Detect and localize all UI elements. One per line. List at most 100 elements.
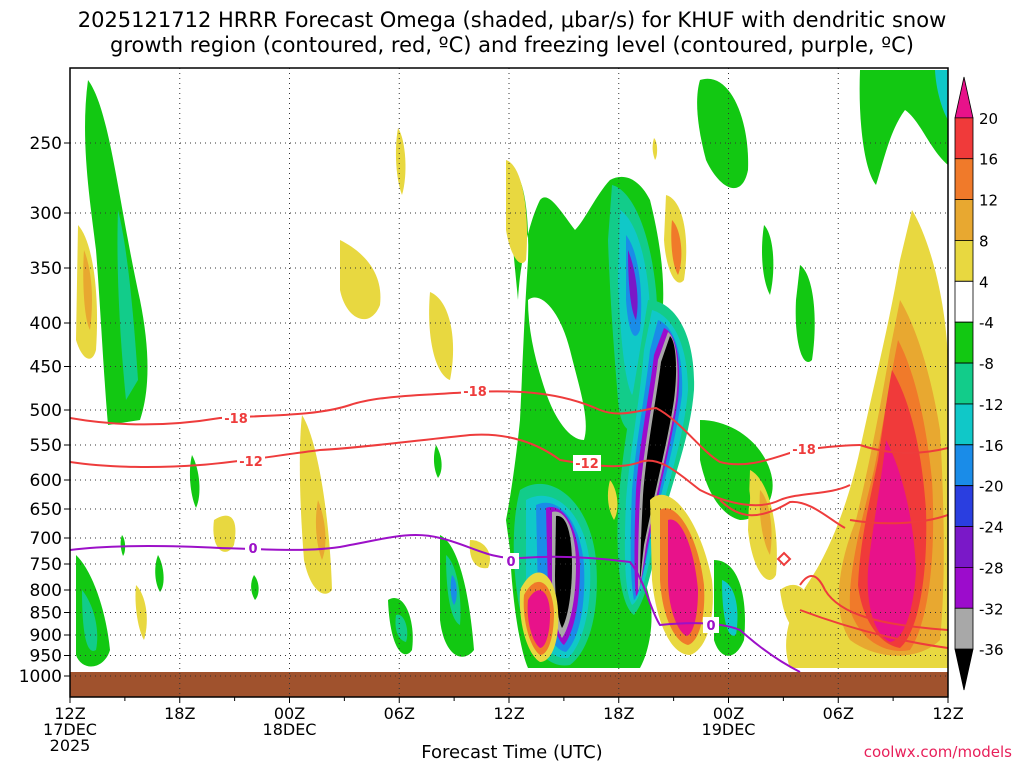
y-tick-label: 950 [30, 647, 62, 667]
omega-region [935, 70, 948, 120]
omega-region [607, 480, 618, 520]
ground-strip [70, 672, 948, 697]
omega-region [528, 297, 586, 440]
x-axis-label: Forecast Time (UTC) [421, 742, 603, 763]
omega-region [795, 265, 815, 362]
omega-region [555, 515, 572, 628]
x-tick-year: 2025 [50, 736, 91, 755]
omega-region [395, 614, 408, 642]
y-tick-label: 400 [30, 314, 62, 334]
omega-region [762, 225, 774, 295]
x-tick-label: 12Z [932, 704, 963, 723]
omega-region [697, 78, 749, 189]
temp-contour-right3 [859, 444, 948, 454]
y-tick-label: 750 [30, 555, 62, 575]
colorbar-label: -16 [979, 437, 1004, 455]
temp-contour-lower [719, 499, 846, 529]
colorbar-swatch [954, 648, 974, 691]
omega-region [315, 500, 326, 560]
colorbar-label: -32 [979, 600, 1004, 618]
x-tick-label: 18Z [603, 704, 634, 723]
omega-region [135, 585, 147, 640]
colorbar: 20 16 12 8 4 -4 -8 -12 -16 -20 -24 -28 -32 -36 [954, 76, 1004, 691]
omega-region [340, 240, 381, 320]
x-tick-date: 17DEC [43, 720, 97, 739]
freezing-label: 0 [248, 542, 257, 557]
omega-region [299, 415, 332, 594]
colorbar-swatch [954, 526, 974, 568]
omega-region [117, 210, 138, 400]
y-tick-label: 800 [30, 581, 62, 601]
temp-contour-minus12 [70, 433, 851, 507]
omega-region [76, 555, 110, 667]
y-tick-label: 1000 [19, 667, 62, 687]
omega-shading [76, 70, 948, 668]
temp-contour-right2 [799, 609, 948, 649]
x-tick-label: 06Z [823, 704, 854, 723]
y-tick-label: 350 [30, 259, 62, 279]
y-tick-label: 250 [30, 134, 62, 154]
colorbar-label: 20 [979, 110, 998, 128]
colorbar-label: -8 [979, 355, 994, 373]
chart-title-line1: 2025121712 HRRR Forecast Omega (shaded, … [77, 8, 947, 32]
y-tick-label: 650 [30, 500, 62, 520]
x-tick-label: 12Z [54, 704, 85, 723]
colorbar-label: -12 [979, 396, 1004, 414]
temp-label: -18 [463, 385, 487, 400]
freezing-label: 0 [506, 555, 515, 570]
y-axis: 2503003504004505005506006507007508008509… [19, 134, 70, 687]
omega-region [671, 220, 682, 275]
x-tick-label: 06Z [384, 704, 415, 723]
temp-label: -18 [224, 412, 248, 427]
colorbar-swatch [954, 76, 974, 119]
x-tick-date: 18DEC [263, 720, 317, 739]
colorbar-swatch [954, 362, 974, 405]
colorbar-label: 12 [979, 192, 998, 210]
colorbar-swatch [954, 240, 974, 282]
omega-region [780, 584, 811, 632]
y-tick-label: 500 [30, 401, 62, 421]
colorbar-swatch [954, 607, 974, 650]
colorbar-label: -36 [979, 641, 1004, 659]
x-tick-label: 18Z [164, 704, 195, 723]
omega-region [668, 519, 698, 636]
omega-region [652, 138, 658, 160]
omega-region [83, 250, 92, 330]
omega-region [527, 590, 550, 648]
contour-labels: -18 -12 -18 -12 -18 0 0 0 [222, 383, 818, 634]
omega-region [429, 292, 454, 380]
omega-region [189, 455, 200, 508]
y-tick-label: 900 [30, 626, 62, 646]
y-tick-label: 850 [30, 604, 62, 624]
omega-region [867, 440, 916, 642]
colorbar-swatch [954, 321, 974, 364]
omega-region [251, 575, 259, 600]
omega-region [469, 540, 490, 569]
omega-region [155, 555, 164, 592]
x-tick-date: 19DEC [702, 720, 756, 739]
colorbar-label: 8 [979, 232, 989, 250]
omega-region [450, 575, 457, 605]
credit-text: coolwx.com/models [863, 743, 1012, 761]
y-tick-label: 700 [30, 529, 62, 549]
x-tick-label: 00Z [713, 704, 744, 723]
y-tick-label: 550 [30, 436, 62, 456]
omega-region [433, 445, 442, 478]
colorbar-label: 16 [979, 151, 998, 169]
colorbar-swatch [954, 117, 974, 160]
colorbar-swatch [954, 444, 974, 487]
omega-region [640, 336, 677, 585]
colorbar-swatch [954, 158, 974, 200]
temp-label: -12 [575, 457, 599, 472]
colorbar-label: 4 [979, 273, 989, 291]
colorbar-swatch [954, 403, 974, 446]
colorbar-swatch [954, 485, 974, 527]
colorbar-label: -24 [979, 519, 1004, 537]
omega-region [213, 515, 236, 552]
omega-region [85, 80, 148, 425]
y-tick-label: 300 [30, 204, 62, 224]
omega-region [82, 590, 98, 651]
omega-region [743, 480, 751, 510]
